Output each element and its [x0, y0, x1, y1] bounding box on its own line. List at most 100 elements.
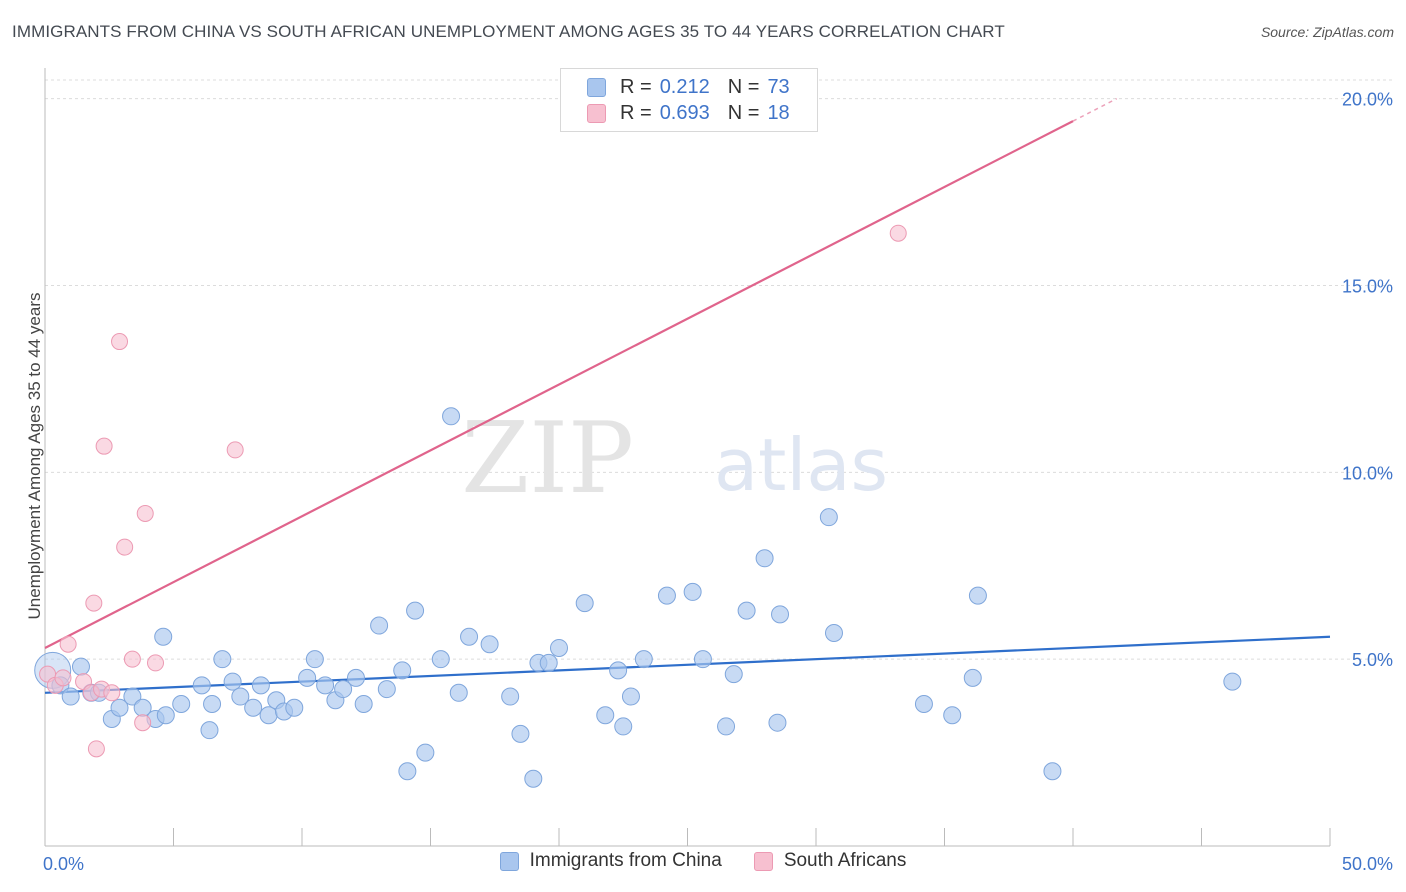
data-point-china — [61, 687, 80, 706]
trend-line-south-africans — [44, 120, 1074, 649]
data-point-china — [334, 680, 353, 699]
axes — [44, 68, 1331, 847]
data-point-china — [416, 743, 435, 762]
data-point-south-africans — [889, 224, 907, 242]
data-point-china — [223, 672, 242, 691]
data-point-china — [231, 687, 250, 706]
data-point-china — [200, 721, 219, 740]
legend-n-label: N = — [727, 75, 760, 98]
data-point-china — [768, 713, 787, 732]
data-point-china — [963, 668, 982, 687]
data-point-china — [693, 650, 712, 669]
data-point-south-africans — [87, 740, 105, 758]
x-tick-label: 50.0% — [1342, 854, 1393, 874]
data-point-china — [346, 668, 365, 687]
legend-swatch-blue — [587, 77, 606, 97]
data-point-south-africans — [134, 714, 152, 732]
data-point-china — [406, 601, 425, 620]
data-point-south-africans — [59, 635, 77, 653]
data-point-china — [914, 695, 933, 714]
series-legend: Immigrants from China South Africans — [0, 850, 1406, 872]
data-point-china — [449, 683, 468, 702]
data-point-china — [480, 635, 499, 654]
data-point-china — [377, 680, 396, 699]
data-point-china — [71, 657, 90, 676]
gridlines — [45, 79, 1394, 660]
data-point-china — [370, 616, 389, 635]
data-point-china — [203, 695, 222, 714]
legend-n-value: 18 — [767, 101, 790, 124]
legend-item-china[interactable]: Immigrants from China — [499, 850, 722, 872]
data-point-china — [968, 586, 987, 605]
data-point-china — [524, 769, 543, 788]
data-point-china — [393, 661, 412, 680]
legend-item-south-africans[interactable]: South Africans — [753, 850, 907, 872]
data-point-china — [431, 650, 450, 669]
data-point-south-africans — [85, 594, 103, 612]
data-point-china — [943, 706, 962, 725]
data-point-china — [609, 661, 628, 680]
trend-line-extension — [1072, 98, 1118, 122]
data-point-china — [724, 665, 743, 684]
data-point-china — [1043, 762, 1062, 781]
data-point-china — [123, 687, 142, 706]
x-tick-label: 0.0% — [43, 854, 84, 874]
y-tick-label: 20.0% — [1342, 90, 1393, 110]
data-point-china — [824, 624, 843, 643]
data-point-china — [398, 762, 417, 781]
data-point-china — [259, 706, 278, 725]
data-point-south-africans — [136, 504, 154, 522]
watermark-zip: ZIP — [461, 402, 634, 516]
y-tick-label: 15.0% — [1342, 277, 1393, 297]
y-tick-label: 10.0% — [1342, 463, 1393, 483]
data-point-china — [550, 638, 568, 657]
legend-r-value: 0.693 — [659, 101, 710, 124]
legend-label-south-africans: South Africans — [783, 850, 907, 871]
source-credit: Source: ZipAtlas.com — [1260, 24, 1394, 40]
series-immigrants-from-china — [34, 407, 1242, 788]
data-point-south-africans — [116, 538, 134, 556]
data-point-south-africans — [226, 441, 244, 459]
legend-swatch-pink — [587, 103, 606, 123]
legend-r-label: R = — [620, 75, 652, 98]
data-point-south-africans — [103, 684, 121, 702]
data-point-china — [657, 586, 676, 605]
legend-swatch-pink — [753, 851, 773, 871]
data-point-china — [110, 698, 129, 717]
data-point-china — [501, 687, 520, 706]
legend-n-label: N = — [727, 101, 760, 124]
data-point-china — [737, 601, 756, 620]
data-point-south-africans — [147, 654, 165, 672]
y-axis-label: Unemployment Among Ages 35 to 44 years — [25, 293, 44, 620]
data-point-china — [683, 582, 702, 601]
data-point-south-africans — [54, 669, 72, 687]
y-tick-label: 5.0% — [1352, 650, 1393, 670]
chart-title: IMMIGRANTS FROM CHINA VS SOUTH AFRICAN U… — [12, 22, 1005, 41]
data-point-china — [192, 676, 211, 695]
data-point-china — [575, 594, 594, 613]
data-point-china — [298, 668, 317, 687]
data-point-china — [755, 549, 774, 568]
legend-row-south-africans: R = 0.693 N = 18 — [587, 100, 808, 126]
data-point-china — [285, 698, 304, 717]
legend-r-label: R = — [620, 101, 652, 124]
watermark-atlas: atlas — [714, 423, 888, 507]
legend-label-china: Immigrants from China — [529, 850, 722, 871]
data-point-china — [156, 706, 175, 725]
data-point-china — [539, 653, 558, 672]
data-point-china — [154, 627, 173, 646]
data-point-china — [771, 605, 790, 624]
data-point-china — [460, 627, 479, 646]
tick-labels: 5.0% 10.0% 15.0% 20.0% 0.0% 50.0% — [43, 90, 1393, 874]
legend-swatch-blue — [499, 851, 519, 871]
data-point-south-africans — [123, 650, 141, 668]
data-point-china — [621, 687, 640, 706]
data-point-south-africans — [95, 437, 113, 455]
data-point-china — [596, 706, 615, 725]
legend-n-value: 73 — [767, 75, 790, 98]
correlation-legend: R = 0.212 N = 73 R = 0.693 N = 18 — [560, 68, 818, 132]
data-point-china — [1223, 672, 1242, 691]
data-point-china — [819, 508, 838, 527]
data-point-china — [634, 650, 653, 669]
